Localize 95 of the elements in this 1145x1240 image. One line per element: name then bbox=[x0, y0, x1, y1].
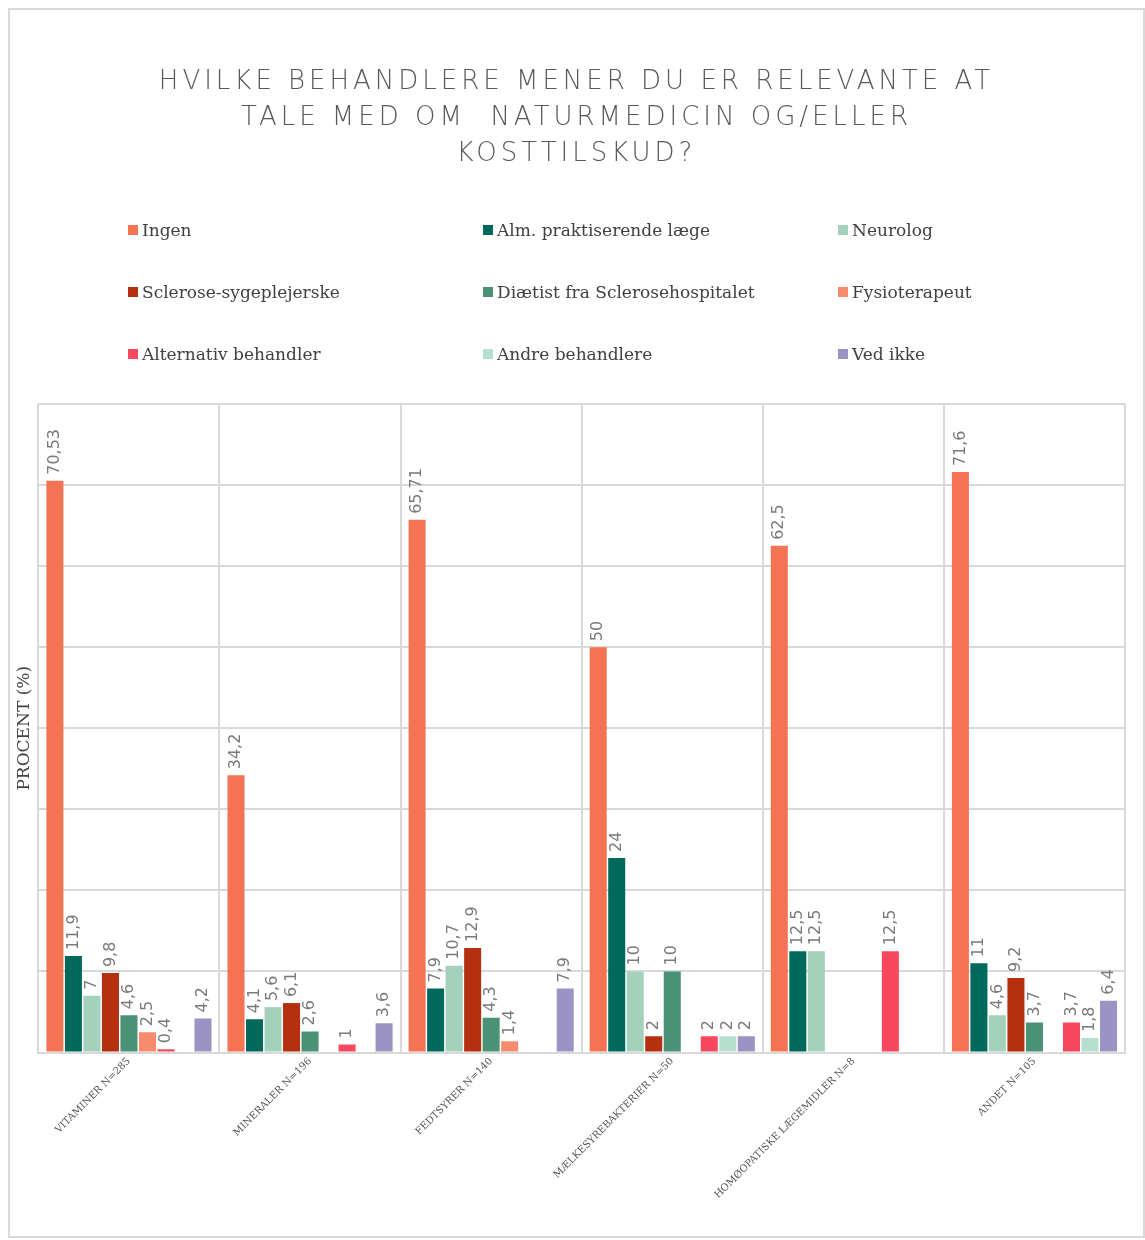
data-label: 2 bbox=[716, 1020, 736, 1031]
legend-label: Ingen bbox=[142, 220, 192, 240]
data-label: 4,6 bbox=[118, 983, 138, 1010]
bar bbox=[1081, 1037, 1099, 1052]
data-label: 4,2 bbox=[192, 987, 212, 1013]
data-label: 7,9 bbox=[554, 957, 574, 983]
data-label: 71,6 bbox=[949, 430, 969, 467]
legend-label: Neurolog bbox=[852, 220, 933, 240]
bar bbox=[264, 1007, 282, 1052]
bar bbox=[194, 1018, 212, 1052]
bar bbox=[283, 1003, 301, 1052]
legend-label: Fysioterapeut bbox=[852, 282, 972, 302]
bar bbox=[246, 1019, 264, 1052]
data-label: 11 bbox=[968, 936, 988, 958]
bar bbox=[700, 1036, 718, 1052]
bar bbox=[737, 1036, 755, 1052]
data-label: 2,5 bbox=[136, 1000, 156, 1027]
data-label: 1 bbox=[336, 1028, 356, 1039]
legend-label: Diætist fra Sclerosehospitalet bbox=[497, 282, 755, 302]
bar bbox=[227, 775, 245, 1052]
bar bbox=[501, 1041, 519, 1052]
bar bbox=[157, 1049, 175, 1052]
bar bbox=[988, 1015, 1006, 1052]
bar bbox=[970, 963, 988, 1052]
legend-label: Andre behandlere bbox=[497, 344, 653, 364]
data-label: 12,5 bbox=[786, 909, 806, 946]
data-label: 9,2 bbox=[1005, 946, 1025, 972]
chart-title: HVILKE BEHANDLERE MENER DU ER RELEVANTE AT TALE MED OM NATURMEDICIN OG/ELLER KOSTTILSKUD? bbox=[157, 64, 996, 169]
bar bbox=[556, 988, 574, 1052]
data-label: 50 bbox=[587, 620, 607, 642]
data-label: 3,6 bbox=[373, 991, 393, 1018]
data-label: 6,1 bbox=[280, 971, 300, 998]
data-label: 12,5 bbox=[805, 909, 825, 946]
data-label: 34,2 bbox=[225, 733, 245, 770]
data-label: 1,8 bbox=[1079, 1006, 1099, 1032]
bar bbox=[83, 995, 101, 1052]
legend-label: Sclerose-sygeplejerske bbox=[142, 282, 340, 302]
data-label: 70,53 bbox=[44, 428, 64, 475]
bar bbox=[807, 951, 825, 1052]
data-label: 2 bbox=[642, 1020, 662, 1031]
data-label: 6,4 bbox=[1097, 969, 1117, 995]
bar bbox=[338, 1044, 356, 1052]
data-label: 10 bbox=[661, 945, 681, 966]
bar bbox=[46, 480, 64, 1052]
legend-label: Ved ikke bbox=[852, 344, 926, 364]
bar bbox=[719, 1036, 737, 1052]
data-label: 10 bbox=[624, 945, 644, 966]
data-label: 12,5 bbox=[879, 909, 899, 946]
data-label: 1,4 bbox=[498, 1009, 518, 1036]
data-label: 3,7 bbox=[1060, 991, 1080, 1017]
legend-label: Alternativ behandler bbox=[142, 344, 321, 364]
bar bbox=[770, 545, 788, 1052]
data-label: 65,71 bbox=[406, 468, 426, 514]
bar bbox=[120, 1015, 138, 1052]
bar bbox=[427, 988, 445, 1052]
data-label: 2 bbox=[698, 1020, 718, 1031]
bar bbox=[589, 647, 607, 1052]
bar bbox=[645, 1036, 663, 1052]
data-label: 2 bbox=[735, 1020, 755, 1031]
data-label: 0,4 bbox=[155, 1017, 175, 1044]
bar bbox=[1007, 977, 1025, 1052]
data-label: 5,6 bbox=[262, 975, 282, 1002]
data-label: 4,3 bbox=[480, 986, 500, 1012]
data-label: 62,5 bbox=[768, 504, 788, 540]
data-label: 11,9 bbox=[62, 914, 82, 951]
bar bbox=[789, 951, 807, 1052]
data-label: 9,8 bbox=[99, 941, 119, 968]
data-label: 4,6 bbox=[986, 983, 1006, 1010]
bar bbox=[1025, 1022, 1043, 1052]
data-label: 4,1 bbox=[243, 987, 263, 1014]
bar bbox=[301, 1031, 319, 1052]
bar bbox=[482, 1017, 500, 1052]
data-label: 12,9 bbox=[461, 906, 481, 942]
bar bbox=[101, 973, 119, 1052]
bar bbox=[445, 965, 463, 1052]
bar bbox=[663, 971, 681, 1052]
y-axis-title: PROCENT (%) bbox=[12, 665, 33, 791]
data-label: 3,7 bbox=[1023, 991, 1043, 1017]
bar bbox=[375, 1023, 393, 1052]
bar bbox=[464, 947, 482, 1052]
data-label: 2,6 bbox=[299, 999, 319, 1026]
bar bbox=[608, 857, 626, 1052]
data-label: 7,9 bbox=[424, 957, 444, 983]
bar bbox=[881, 951, 899, 1052]
bar bbox=[408, 519, 426, 1052]
bar bbox=[951, 472, 969, 1052]
data-label: 7 bbox=[81, 979, 101, 990]
bar bbox=[1062, 1022, 1080, 1052]
data-label: 24 bbox=[605, 831, 625, 852]
data-label: 10,7 bbox=[443, 924, 463, 960]
bar bbox=[138, 1032, 156, 1052]
legend-label: Alm. praktiserende læge bbox=[497, 220, 710, 240]
bar bbox=[626, 971, 644, 1052]
bar bbox=[1099, 1000, 1118, 1052]
bar bbox=[64, 956, 82, 1052]
